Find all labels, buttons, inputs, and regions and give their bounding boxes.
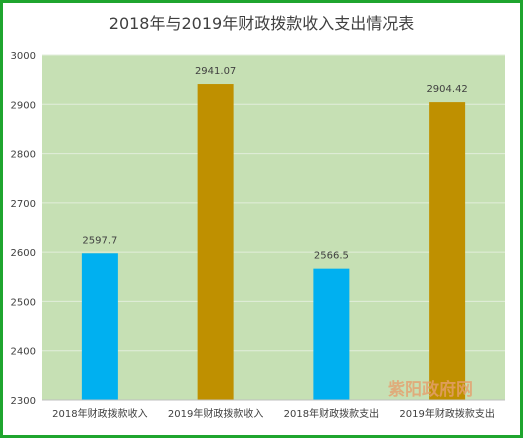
y-tick-label: 2500 <box>11 297 36 308</box>
watermark-text: 紫阳政府网 <box>388 379 473 400</box>
y-tick-label: 2700 <box>11 199 36 210</box>
x-tick-label: 2019年财政拨款收入 <box>168 407 263 420</box>
y-tick-label: 2300 <box>11 396 36 407</box>
x-tick-label: 2019年财政拨款支出 <box>399 407 494 420</box>
y-tick-label: 2600 <box>11 248 36 259</box>
y-tick-label: 2400 <box>11 347 36 358</box>
bars <box>81 84 466 401</box>
x-tick-label: 2018年财政拨款支出 <box>284 407 379 420</box>
y-tick-label: 3000 <box>11 51 36 62</box>
bar <box>429 102 466 400</box>
bar <box>313 268 350 400</box>
x-tick-label: 2018年财政拨款收入 <box>52 407 147 420</box>
x-axis: 2018年财政拨款收入 2019年财政拨款收入 2018年财政拨款支出 2019年财政… <box>42 399 505 420</box>
y-tick-label: 2900 <box>11 100 36 111</box>
chart-title: 2018年与2019年财政拨款收入支出情况表 <box>108 14 415 33</box>
bar <box>197 84 234 401</box>
plot-area <box>42 55 505 400</box>
data-label: 2597.7 <box>82 235 117 246</box>
data-label: 2566.5 <box>314 251 349 262</box>
data-label: 2904.42 <box>426 84 467 95</box>
y-axis: 2300 2400 2500 2600 2700 2800 2900 3000 <box>11 51 36 407</box>
y-tick-label: 2800 <box>11 150 36 161</box>
data-labels: 2597.7 2941.07 2566.5 2904.42 <box>82 66 467 262</box>
bar <box>81 253 118 400</box>
data-label: 2941.07 <box>195 66 236 77</box>
